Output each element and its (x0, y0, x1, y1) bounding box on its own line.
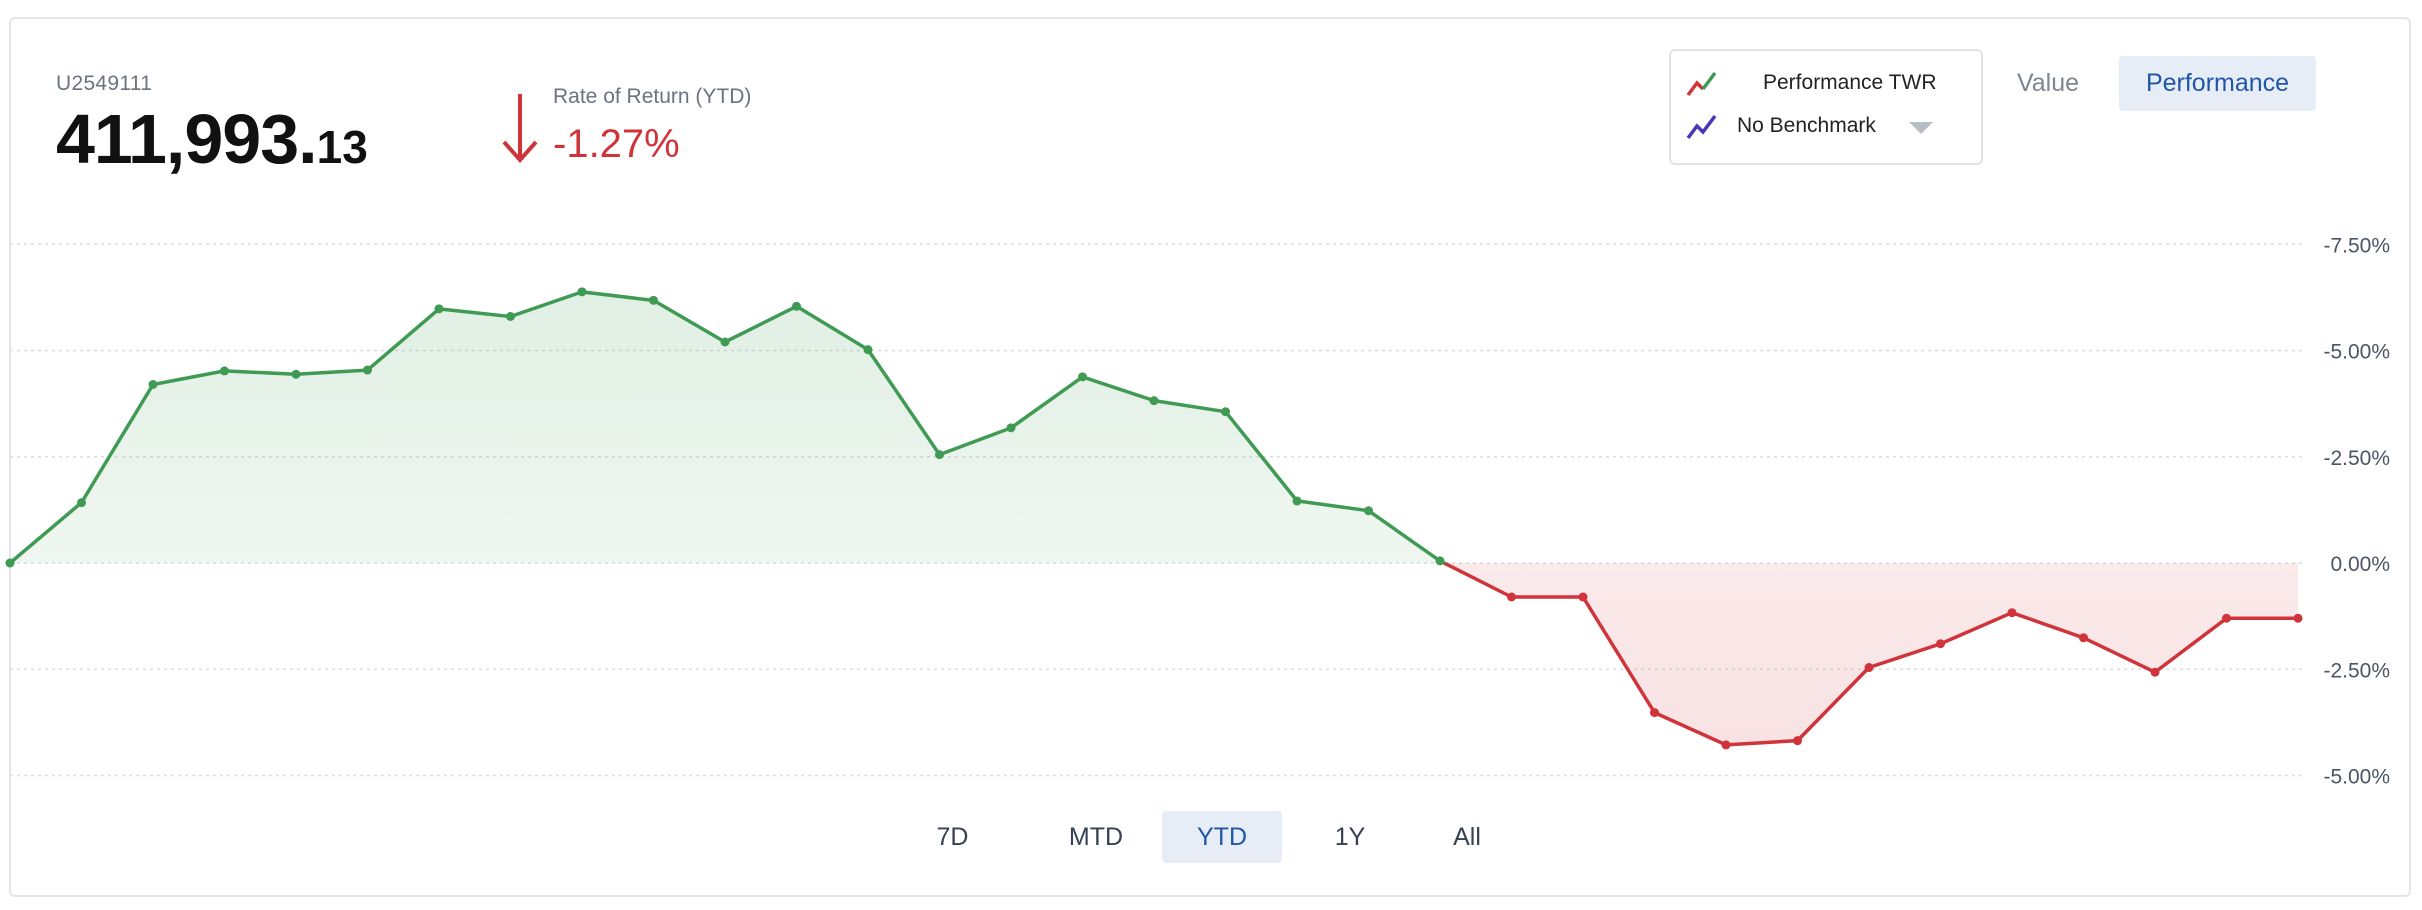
legend-selector[interactable]: Performance TWR No Benchmark (1669, 49, 1983, 165)
legend-benchmark-label: No Benchmark (1737, 114, 1876, 137)
data-point[interactable] (1507, 592, 1516, 602)
y-tick-label: -2.50% (2323, 447, 2390, 470)
data-point[interactable] (2293, 613, 2303, 623)
data-point[interactable] (720, 337, 730, 347)
range-button-7d[interactable]: 7D (936, 822, 969, 851)
y-tick-label: -5.00% (2323, 341, 2390, 364)
value-tab-button[interactable]: Value (2016, 68, 2080, 97)
range-button-all[interactable]: All (1453, 822, 1481, 851)
data-point[interactable] (2007, 608, 2017, 618)
performance-line-icon (1686, 71, 1717, 97)
y-tick-label: -7.50% (2323, 234, 2390, 257)
data-point[interactable] (1936, 639, 1945, 649)
data-point[interactable] (77, 498, 86, 508)
data-point[interactable] (1006, 423, 1016, 433)
data-point[interactable] (220, 366, 229, 376)
range-button-1y[interactable]: 1Y (1334, 822, 1366, 851)
data-point[interactable] (1650, 708, 1659, 718)
arrow-down-icon (502, 94, 538, 164)
legend-item-performance[interactable]: Performance TWR (1671, 63, 1981, 103)
balance-integer: 411,993. (56, 100, 318, 178)
data-point[interactable] (1578, 592, 1588, 602)
data-point[interactable] (148, 380, 158, 389)
benchmark-line-icon (1686, 114, 1717, 140)
data-point[interactable] (2222, 613, 2231, 623)
return-label: Rate of Return (YTD) (553, 85, 752, 108)
legend-performance-label: Performance TWR (1763, 71, 1937, 94)
data-point[interactable] (434, 304, 444, 314)
range-button-mtd[interactable]: MTD (1068, 822, 1124, 851)
data-point[interactable] (935, 450, 944, 460)
data-point[interactable] (1721, 740, 1731, 750)
data-point[interactable] (1864, 663, 1874, 673)
data-point[interactable] (291, 369, 301, 379)
performance-tab-button[interactable]: Performance (2119, 56, 2316, 111)
data-point[interactable] (1793, 736, 1802, 746)
time-range-selector: 7D MTD YTD 1Y All (900, 811, 1550, 863)
data-point[interactable] (1435, 556, 1445, 566)
account-balance: 411,993.13 (56, 104, 368, 174)
series-line-negative (10, 563, 2298, 747)
y-tick-label: -5.00% (2323, 766, 2390, 789)
data-point[interactable] (363, 365, 372, 375)
y-tick-label: -2.50% (2323, 659, 2390, 682)
y-tick-label: 0.00% (2330, 553, 2390, 576)
data-point[interactable] (1292, 496, 1302, 506)
return-value: -1.27% (553, 122, 680, 166)
account-id: U2549111 (56, 72, 153, 95)
data-point[interactable] (1364, 506, 1373, 516)
data-point[interactable] (1221, 407, 1230, 417)
range-button-ytd[interactable]: YTD (1162, 811, 1282, 863)
data-point[interactable] (649, 295, 658, 305)
data-point[interactable] (577, 287, 587, 297)
data-point[interactable] (863, 345, 873, 355)
legend-item-benchmark[interactable]: No Benchmark (1671, 106, 1981, 146)
data-point[interactable] (1078, 372, 1087, 382)
data-point[interactable] (2079, 633, 2088, 643)
negative-area (10, 563, 2298, 745)
chevron-down-icon[interactable] (1909, 122, 1933, 134)
data-point[interactable] (2150, 667, 2160, 677)
data-point[interactable] (5, 558, 15, 568)
data-point[interactable] (506, 312, 515, 321)
data-point[interactable] (1149, 396, 1159, 406)
positive-area (10, 291, 2298, 563)
data-point[interactable] (792, 301, 801, 311)
balance-decimal: 13 (316, 121, 368, 173)
